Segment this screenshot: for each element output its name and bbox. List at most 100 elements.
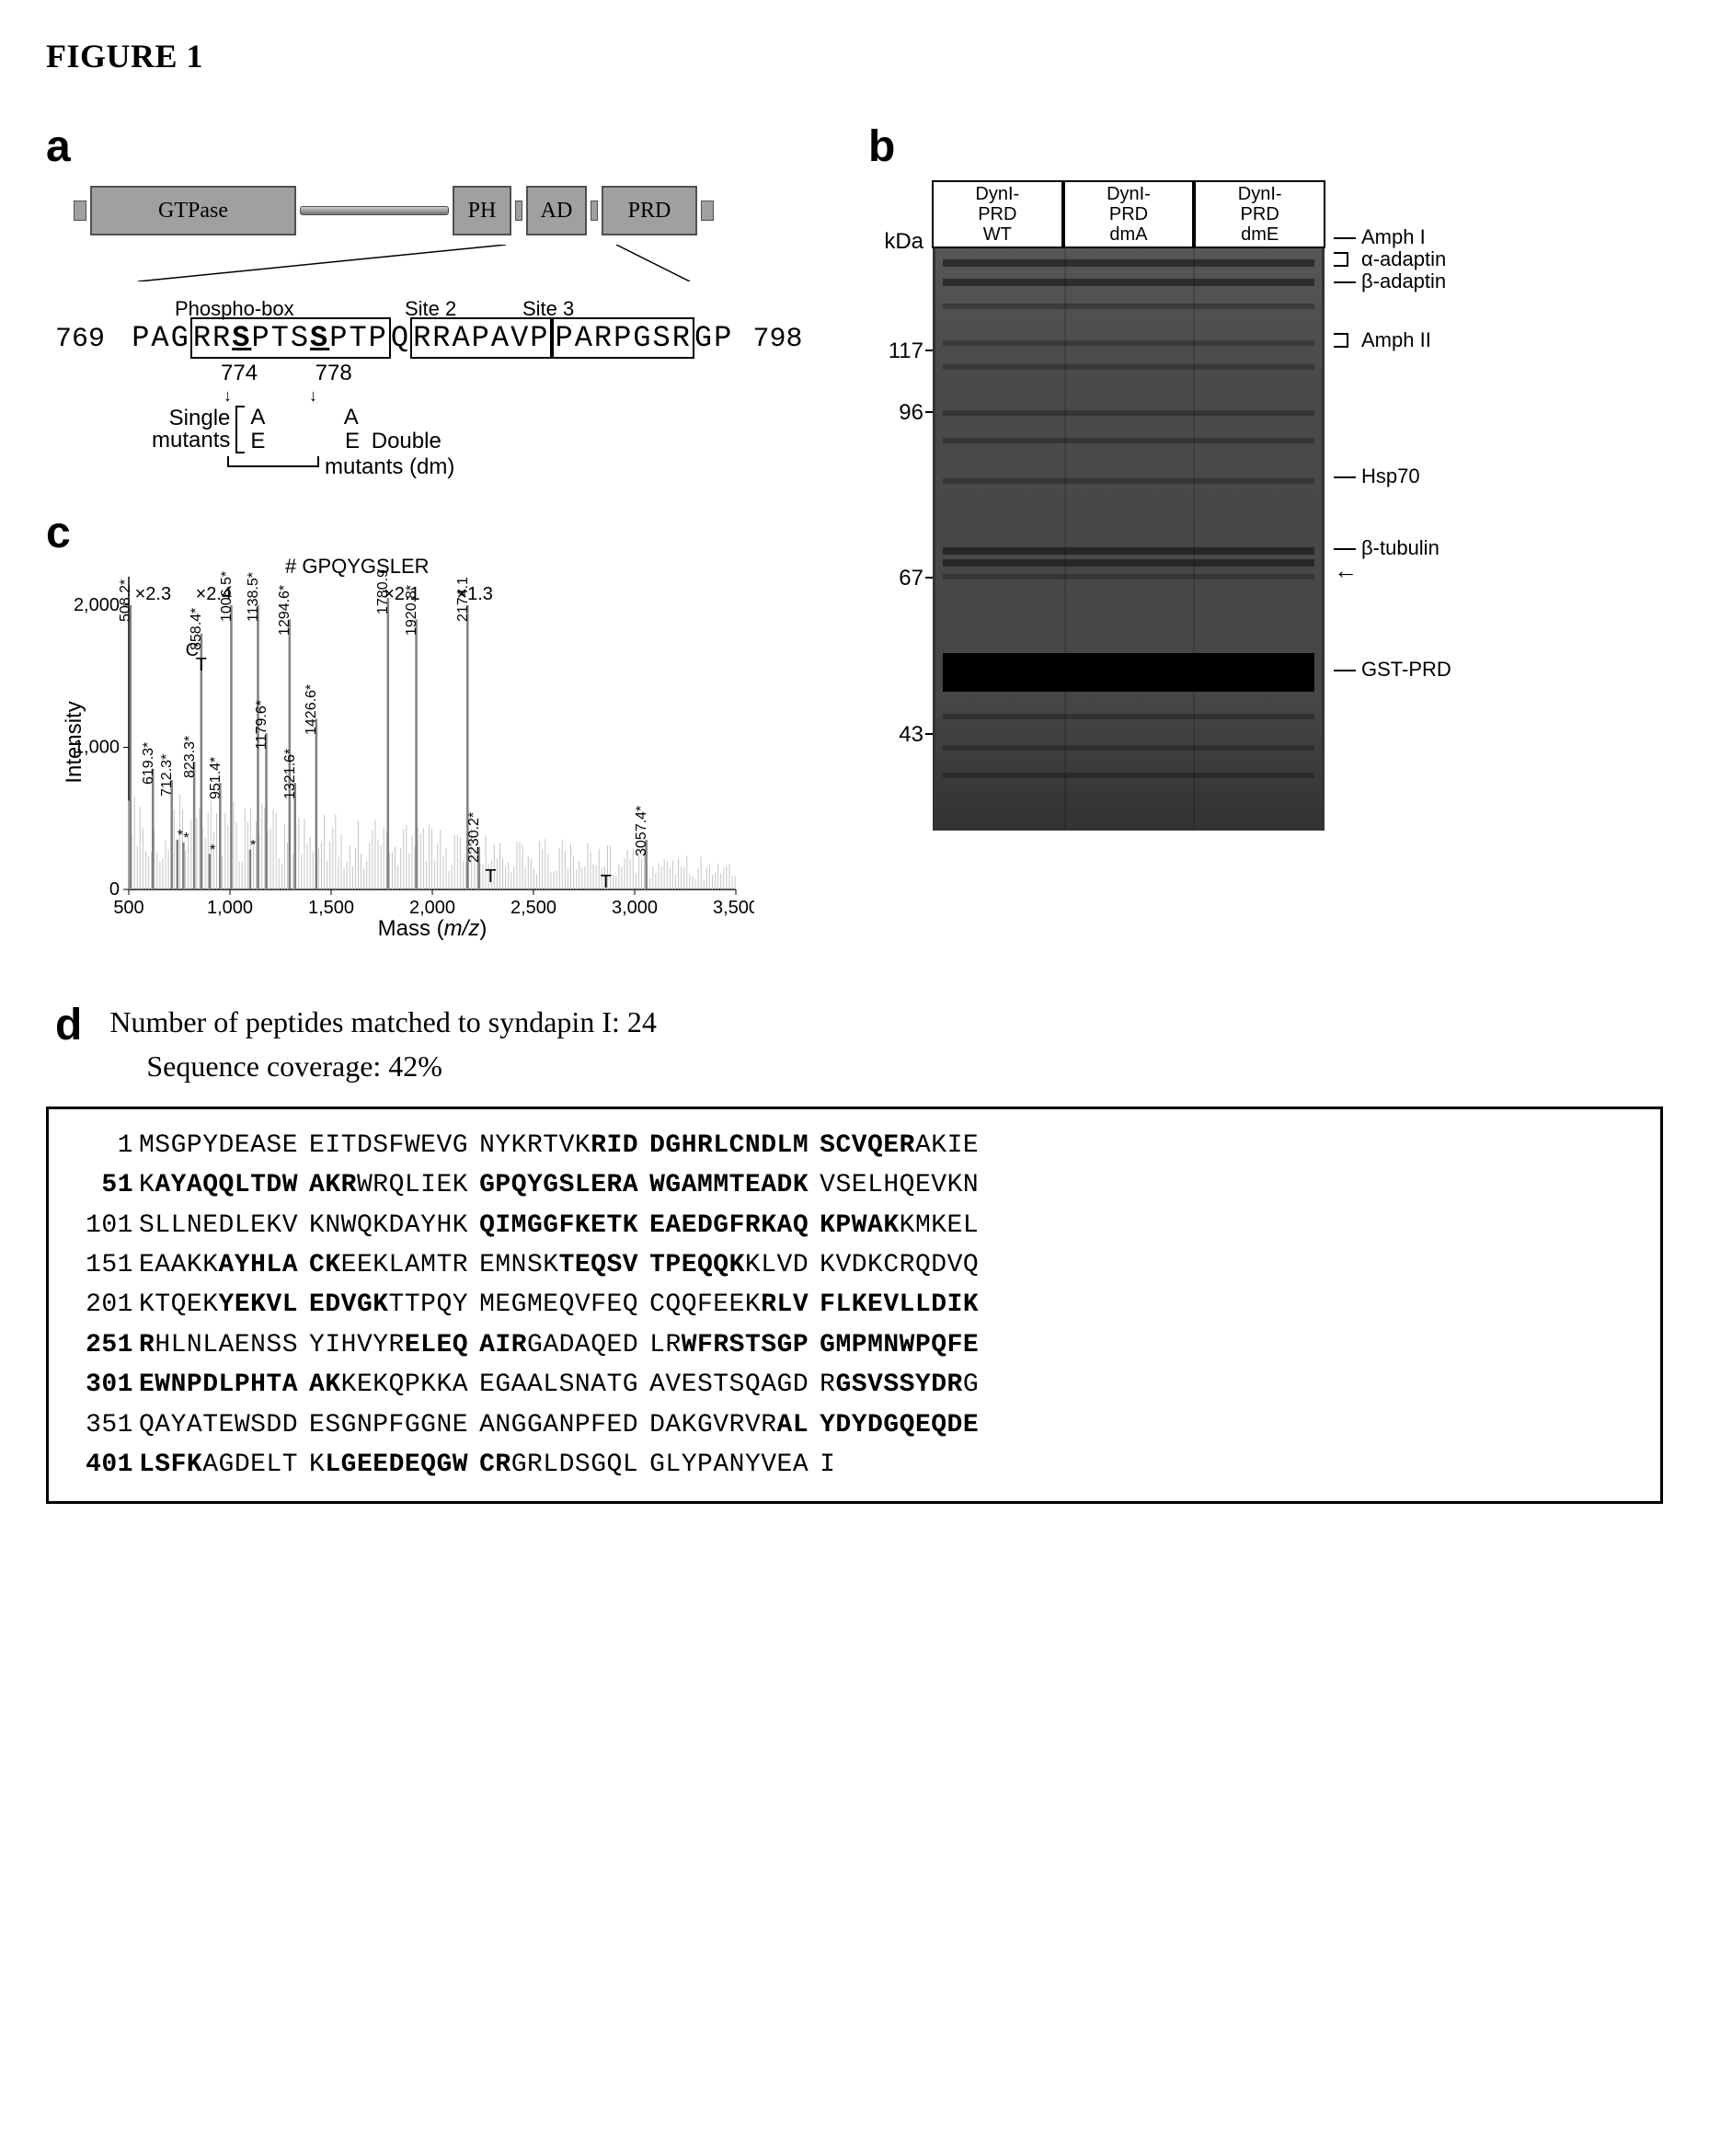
seq-segment: GP [694,321,733,355]
panel-a: a GTPase PH AD PRD Phospho-box Site 2 [46,121,841,480]
phospho-box: RRSPTSSPTP [190,317,391,359]
peak-label: 619.3* [141,742,157,785]
mw-unit: kDa [884,229,923,255]
gel-band [943,410,1314,416]
svg-text:2,500: 2,500 [510,898,556,918]
svg-text:2,000: 2,000 [74,595,120,615]
sequence-row: 351QAYATEWSDDESGNPFGGNEANGGANPFEDDAKGVRV… [69,1405,1640,1445]
dm-bracket [227,456,319,467]
gel-band [943,653,1314,692]
gel-band [943,547,1314,555]
mut-E: E [345,429,360,453]
pos-774: 774 [221,361,309,386]
arrows-row: ↓↓ [224,386,841,406]
double-label: Double [372,429,442,453]
gel-band [943,259,1314,267]
peak-label: 1294.6* [277,585,293,636]
gel-band-label: β-adaptin [1334,270,1446,293]
svg-text:0: 0 [109,879,120,900]
seq-end: 798 [753,324,803,355]
mass-spectrum: # GPQYGSLER 5001,0001,5002,0002,5003,000… [64,558,754,945]
seq-start: 769 [55,324,105,355]
sequence-row: 101SLLNEDLEKVKNWQKDAYHKQIMGGFKETKEAEDGFR… [69,1206,1640,1245]
gel-band [943,745,1314,751]
peak-label: 951.4* [208,757,224,799]
domain-ad: AD [526,186,587,235]
gel-band [943,340,1314,346]
mw-labels: kDa 117 96 67 43 [868,181,923,877]
peak-label: 1138.5* [246,572,262,622]
peptides-matched: Number of peptides matched to syndapin I… [109,1000,657,1044]
peak-label: 3057.4* [634,806,650,856]
mut-E: E [250,430,338,453]
mw-mark: 117 [889,338,923,364]
gel-band [943,279,1314,286]
mw-mark: 67 [899,566,923,591]
sequence-row: 301EWNPDLPHTAAKKEKQPKKAEGAALSNATGAVESTSQ… [69,1365,1640,1405]
sequence-table: 1MSGPYDEASEEITDSFWEVGNYKRTVKRIDDGHRLCNDL… [46,1107,1663,1505]
gel-band-label: Hsp70 [1334,464,1420,488]
gel-band-label: Amph II [1334,328,1431,352]
gel-band [943,714,1314,719]
peak-star: * [250,838,256,854]
peak-label: 508.2* [118,579,134,621]
svg-text:1,500: 1,500 [308,898,354,918]
gel-image: DynI-PRDWT DynI-PRDdmA DynI-PRDdmE [933,181,1325,831]
pos-778: 778 [315,361,352,385]
peak-star: * [210,843,215,859]
top-panels: a GTPase PH AD PRD Phospho-box Site 2 [46,121,1663,945]
overlay-text: T [196,655,207,676]
peak-label: 2230.2* [466,812,483,863]
peak-star: * [178,828,183,844]
y-axis-label: Intensity [64,701,86,783]
panel-d-label: d [55,1000,82,1050]
domain-ph: PH [453,186,511,235]
lane-separator [1193,228,1195,828]
svg-text:3,500: 3,500 [713,898,754,918]
x-axis-label: Mass (m/z) [378,916,487,941]
gel-wrapper: kDa 117 96 67 43 DynI-PRDWT DynI-PRDdmA Dyn… [868,181,1663,877]
mw-mark: 96 [899,400,923,426]
panel-d-header: d Number of peptides matched to syndapin… [55,1000,1663,1088]
gel-band-label: GST-PRD [1334,658,1451,682]
panel-b-label: b [868,122,895,171]
overlay-text: T [485,866,496,888]
sequence-row: 201KTQEKYEKVLEDVGKTTPQYMEGMEQVFEQCQQFEEK… [69,1285,1640,1325]
dm-label: mutants (dm) [325,454,454,480]
panel-a-label: a [46,122,71,171]
peak-label: 823.3* [182,735,199,777]
bracket-icon [235,406,245,453]
position-row: 774 778 [221,361,841,386]
gel-band [943,438,1314,443]
sequence-row: 401LSFKAGDELTKLGEEDEQGWCRGRLDSGQLGLYPANY… [69,1445,1640,1485]
overlay-text: T [601,872,612,893]
sequence-line: Phospho-box Site 2 Site 3 769 PAGRRSPTSS… [55,321,841,355]
lane-separator [1064,228,1066,828]
single-label: Single [152,407,230,430]
linker-stub [515,201,522,221]
mut-A: A [250,406,338,430]
prd-expand-lines [46,245,708,281]
overlay-text: ×2.1 [384,584,419,605]
site3-box: PARPGSR [552,317,694,359]
svg-text:2,000: 2,000 [409,898,455,918]
single-mutant-row: Single mutants A A E E Double [152,406,841,454]
gel-band [943,304,1314,309]
gel-band [943,559,1314,567]
mw-mark: 43 [899,722,923,748]
mw-marks: 117 96 67 43 [868,258,923,847]
gel-band [943,364,1314,370]
linker-stub [591,201,598,221]
gel-band [943,773,1314,778]
dm-row: mutants (dm) [227,454,841,480]
gel-headers: DynI-PRDWT DynI-PRDdmA DynI-PRDdmE [932,180,1325,248]
svg-text:1,000: 1,000 [207,898,253,918]
panel-b: b kDa 117 96 67 43 DynI-PRDWT DynI-PRDdmA D… [868,121,1663,945]
lane-header-dme: DynI-PRDdmE [1194,180,1325,248]
site3-label: Site 3 [522,297,574,321]
gel-band-label: α-adaptin [1334,247,1446,271]
overlay-text: ×2.4 [196,584,232,605]
lane-header-dma: DynI-PRDdmA [1063,180,1195,248]
sequence-coverage: Sequence coverage: 42% [146,1044,657,1088]
peak-label: 1426.6* [304,684,320,735]
